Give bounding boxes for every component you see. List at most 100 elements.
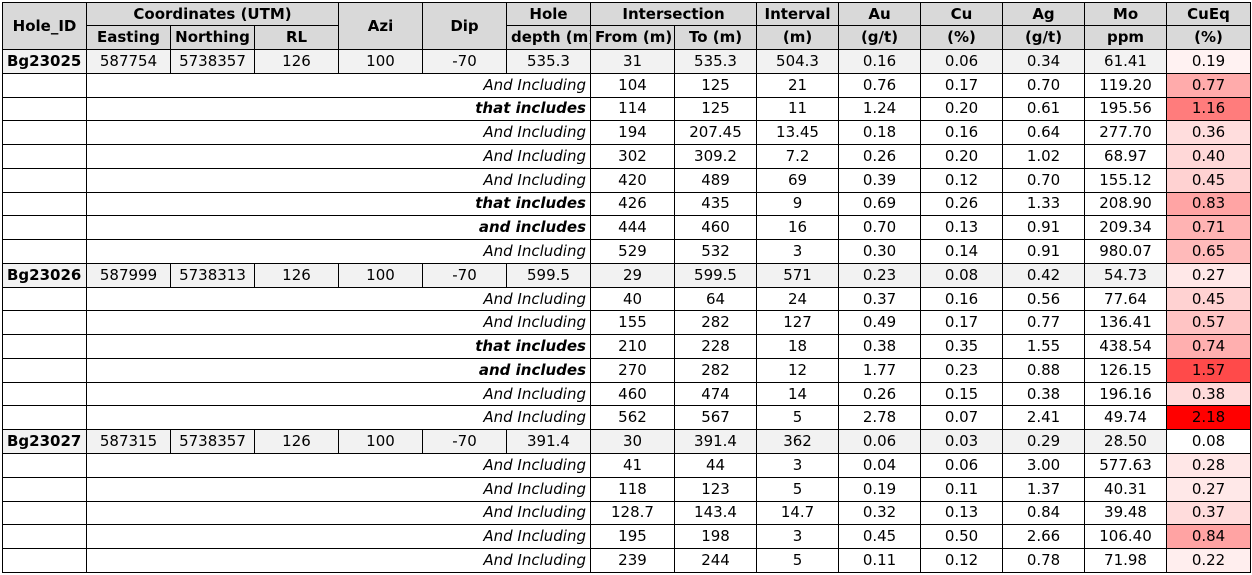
hole-row: Bg23027 587315 5738357 126 100 -70 391.4 30 391.… bbox=[2, 429, 1252, 455]
mo-cell: 119.20 bbox=[1084, 72, 1168, 98]
cueq-cell: 0.83 bbox=[1166, 191, 1252, 217]
cu-cell: 0.16 bbox=[920, 286, 1004, 312]
header-au-line1: Au bbox=[838, 2, 922, 26]
dip-cell: -70 bbox=[422, 262, 507, 288]
cueq-cell: 0.22 bbox=[1166, 548, 1252, 573]
cu-cell: 0.23 bbox=[920, 357, 1004, 383]
ag-cell: 0.42 bbox=[1002, 262, 1086, 288]
sub-interval-row: And Including 460 474 14 0.26 0.15 0.38 196.16 0… bbox=[2, 381, 1252, 407]
au-cell: 0.39 bbox=[838, 167, 922, 193]
interval-label: And Including bbox=[86, 381, 591, 407]
from-cell: 195 bbox=[590, 524, 675, 550]
to-cell: 282 bbox=[673, 357, 758, 383]
cueq-cell: 0.28 bbox=[1166, 453, 1252, 478]
header-mo-line1: Mo bbox=[1084, 2, 1168, 26]
au-cell: 0.23 bbox=[838, 262, 922, 288]
cu-cell: 0.12 bbox=[920, 167, 1004, 193]
hole-id-cell-empty bbox=[2, 453, 87, 478]
mo-cell: 126.15 bbox=[1084, 357, 1168, 383]
from-cell: 29 bbox=[590, 262, 675, 288]
cueq-cell: 0.45 bbox=[1166, 286, 1252, 312]
au-cell: 0.76 bbox=[838, 72, 922, 98]
au-cell: 2.78 bbox=[838, 405, 922, 431]
from-cell: 31 bbox=[590, 49, 675, 74]
au-cell: 0.49 bbox=[838, 310, 922, 336]
sub-interval-row: And Including 195 198 3 0.45 0.50 2.66 106.40 0.… bbox=[2, 524, 1252, 550]
interval-label: And Including bbox=[86, 167, 591, 193]
ag-cell: 0.29 bbox=[1002, 429, 1086, 455]
ag-cell: 0.84 bbox=[1002, 500, 1086, 526]
cu-cell: 0.07 bbox=[920, 405, 1004, 431]
au-cell: 0.19 bbox=[838, 476, 922, 502]
ag-cell: 1.02 bbox=[1002, 144, 1086, 169]
from-cell: 529 bbox=[590, 239, 675, 264]
header-cu-line2: (%) bbox=[920, 25, 1004, 50]
interval-label: And Including bbox=[86, 310, 591, 336]
cu-cell: 0.13 bbox=[920, 215, 1004, 241]
cueq-cell: 2.18 bbox=[1166, 405, 1252, 431]
from-cell: 210 bbox=[590, 334, 675, 359]
hole-id-cell-empty bbox=[2, 96, 87, 122]
sub-interval-row: And Including 194 207.45 13.45 0.18 0.16 0.64 2… bbox=[2, 120, 1252, 146]
to-cell: 435 bbox=[673, 191, 758, 217]
sub-interval-row: And Including 128.7 143.4 14.7 0.32 0.13 0.84 3… bbox=[2, 500, 1252, 526]
au-cell: 0.26 bbox=[838, 144, 922, 169]
from-cell: 420 bbox=[590, 167, 675, 193]
interval-label: And Including bbox=[86, 500, 591, 526]
cueq-cell: 0.77 bbox=[1166, 72, 1252, 98]
cu-cell: 0.16 bbox=[920, 120, 1004, 146]
from-cell: 239 bbox=[590, 548, 675, 573]
cu-cell: 0.03 bbox=[920, 429, 1004, 455]
ag-cell: 2.41 bbox=[1002, 405, 1086, 431]
interval-cell: 24 bbox=[756, 286, 840, 312]
cueq-cell: 0.27 bbox=[1166, 476, 1252, 502]
table-header: Hole_ID Coordinates (UTM) Azi Dip Hole I… bbox=[2, 2, 1252, 50]
from-cell: 128.7 bbox=[590, 500, 675, 526]
au-cell: 0.04 bbox=[838, 453, 922, 478]
hole-id-cell-empty bbox=[2, 476, 87, 502]
cueq-cell: 0.84 bbox=[1166, 524, 1252, 550]
interval-label: And Including bbox=[86, 120, 591, 146]
sub-interval-row: And Including 302 309.2 7.2 0.26 0.20 1.02 68.9… bbox=[2, 144, 1252, 169]
to-cell: 228 bbox=[673, 334, 758, 359]
hole-row: Bg23025 587754 5738357 126 100 -70 535.3 31 535.… bbox=[2, 49, 1252, 74]
sub-interval-row: And Including 118 123 5 0.19 0.11 1.37 40.31 0.2… bbox=[2, 476, 1252, 502]
interval-label: And Including bbox=[86, 286, 591, 312]
hole-id-cell-empty bbox=[2, 286, 87, 312]
northing-cell: 5738357 bbox=[170, 49, 255, 74]
mo-cell: 71.98 bbox=[1084, 548, 1168, 573]
interval-cell: 14 bbox=[756, 381, 840, 407]
hole-id-cell-empty bbox=[2, 548, 87, 573]
to-cell: 535.3 bbox=[673, 49, 758, 74]
sub-interval-row: And Including 40 64 24 0.37 0.16 0.56 77.64 0.45 bbox=[2, 286, 1252, 312]
ag-cell: 0.56 bbox=[1002, 286, 1086, 312]
from-cell: 460 bbox=[590, 381, 675, 407]
to-cell: 282 bbox=[673, 310, 758, 336]
sub-interval-row: And Including 104 125 21 0.76 0.17 0.70 119.20 0… bbox=[2, 72, 1252, 98]
mo-cell: 208.90 bbox=[1084, 191, 1168, 217]
to-cell: 460 bbox=[673, 215, 758, 241]
mo-cell: 155.12 bbox=[1084, 167, 1168, 193]
ag-cell: 0.64 bbox=[1002, 120, 1086, 146]
au-cell: 0.30 bbox=[838, 239, 922, 264]
hole-id-cell: Bg23025 bbox=[2, 49, 87, 74]
dip-cell: -70 bbox=[422, 49, 507, 74]
header-interval-line1: Interval bbox=[756, 2, 840, 26]
interval-cell: 5 bbox=[756, 476, 840, 502]
header-hole-depth-line2: depth (m) bbox=[506, 25, 591, 50]
mo-cell: 68.97 bbox=[1084, 144, 1168, 169]
mo-cell: 28.50 bbox=[1084, 429, 1168, 455]
mo-cell: 438.54 bbox=[1084, 334, 1168, 359]
azi-cell: 100 bbox=[338, 49, 423, 74]
rl-cell: 126 bbox=[254, 262, 339, 288]
hole-id-cell-empty bbox=[2, 405, 87, 431]
cueq-cell: 0.45 bbox=[1166, 167, 1252, 193]
cueq-cell: 0.08 bbox=[1166, 429, 1252, 455]
au-cell: 0.16 bbox=[838, 49, 922, 74]
sub-interval-row: and includes 444 460 16 0.70 0.13 0.91 209.34 0.… bbox=[2, 215, 1252, 241]
hole-id-cell-empty bbox=[2, 357, 87, 383]
header-easting: Easting bbox=[86, 25, 171, 50]
cu-cell: 0.20 bbox=[920, 144, 1004, 169]
hole-id-cell-empty bbox=[2, 191, 87, 217]
easting-cell: 587754 bbox=[86, 49, 171, 74]
